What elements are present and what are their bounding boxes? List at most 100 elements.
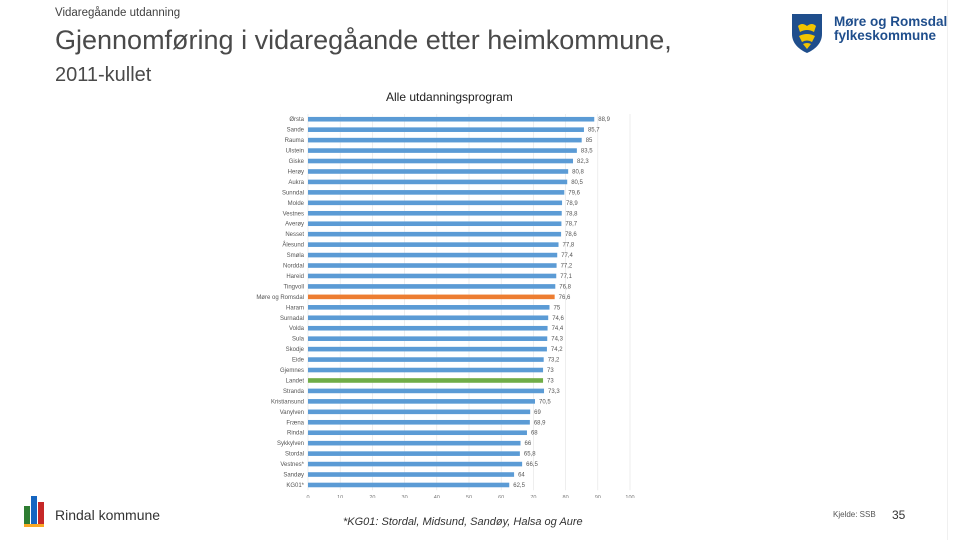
data-label: 73: [547, 368, 554, 374]
bar: [308, 231, 562, 237]
category-label: Vestnes: [283, 211, 304, 217]
data-label: 85,7: [588, 128, 600, 134]
category-label: Sande: [287, 128, 305, 134]
data-label: 76,8: [559, 284, 571, 290]
data-label: 75: [554, 305, 561, 311]
category-label: Sula: [292, 337, 305, 343]
category-label: Vanylven: [280, 410, 304, 416]
bar: [308, 409, 531, 415]
category-label: Rauma: [285, 138, 305, 144]
category-label: Aukra: [288, 180, 304, 186]
category-label: Gjemnes: [280, 368, 304, 374]
category-label: Sykkylven: [277, 441, 304, 447]
data-label: 78,9: [566, 201, 578, 207]
bar: [308, 284, 556, 289]
category-label: Møre og Romsdal: [256, 295, 304, 301]
x-tick-label: 0: [306, 495, 309, 498]
data-label: 79,6: [568, 190, 580, 196]
county-shield-icon: [792, 14, 822, 53]
bar: [308, 367, 544, 373]
data-label: 66,5: [526, 462, 538, 468]
footnote: *KG01: Stordal, Midsund, Sandøy, Halsa o…: [343, 516, 583, 528]
category-label: Sandøy: [283, 473, 304, 479]
data-label: 82,3: [577, 159, 589, 165]
data-label: 70,5: [539, 399, 551, 405]
bar: [308, 242, 559, 247]
category-label: Ulstein: [286, 149, 304, 155]
municipality-name: Rindal kommune: [55, 507, 161, 523]
x-tick-label: 100: [625, 495, 634, 498]
data-label: 69: [534, 410, 541, 416]
page-number: 35: [892, 508, 906, 522]
data-label: 74,3: [551, 337, 563, 343]
category-label: Landet: [286, 378, 305, 384]
x-tick-label: 40: [434, 495, 440, 498]
data-label: 74,2: [551, 347, 563, 353]
data-label: 80,5: [571, 180, 583, 186]
category-label: Giske: [289, 159, 305, 165]
data-label: 78,8: [566, 211, 578, 217]
bar: [308, 315, 549, 321]
category-label: Eide: [292, 358, 305, 364]
data-label: 76,6: [559, 295, 571, 301]
county-name-line2: fylkeskommune: [834, 28, 937, 43]
bar: [308, 294, 555, 300]
bar: [308, 158, 574, 164]
bar: [308, 252, 558, 258]
category-label: Stranda: [283, 389, 305, 395]
category-label: Ålesund: [282, 242, 304, 249]
bar: [308, 357, 544, 362]
bar: [308, 440, 521, 446]
bar: [308, 148, 577, 153]
section-label: Vidaregåande utdanning: [55, 7, 181, 19]
bar: [308, 346, 547, 352]
category-label: Nesset: [285, 232, 304, 238]
category-label: KG01*: [286, 483, 304, 489]
data-label: 77,4: [561, 253, 573, 259]
bar: [308, 127, 584, 132]
data-label: 62,5: [513, 483, 525, 489]
bar: [308, 179, 568, 185]
data-label: 74,6: [552, 316, 564, 322]
x-tick-label: 30: [402, 495, 408, 498]
x-tick-label: 60: [498, 495, 504, 498]
bar: [308, 137, 582, 143]
x-tick-label: 50: [466, 495, 472, 498]
x-tick-label: 20: [369, 495, 375, 498]
category-label: Sunndal: [282, 190, 304, 196]
x-tick-label: 80: [563, 495, 569, 498]
bar: [308, 325, 548, 331]
bar: [308, 419, 530, 425]
bar-chart: 0102030405060708090100Gjennomført, fagbr…: [256, 114, 635, 498]
category-label: Kristiansund: [271, 399, 304, 405]
category-label: Vestnes*: [280, 462, 304, 468]
county-name-line1: Møre og Romsdal: [834, 14, 948, 29]
category-label: Herøy: [288, 169, 304, 175]
category-label: Surnadal: [280, 316, 304, 322]
bar: [308, 116, 595, 122]
data-label: 78,7: [565, 222, 577, 228]
bar: [308, 273, 557, 279]
bar: [308, 210, 562, 216]
source-label: Kjelde: SSB: [833, 510, 876, 519]
data-label: 88,9: [598, 117, 610, 123]
bar: [308, 461, 523, 467]
page-title: Gjennomføring i vidaregåande etter heimk…: [55, 25, 672, 55]
category-label: Skodje: [286, 347, 305, 353]
data-label: 65,8: [524, 452, 536, 458]
bar: [308, 263, 557, 268]
data-label: 74,4: [552, 326, 564, 332]
slide-edge: [947, 0, 948, 540]
bar: [308, 378, 544, 383]
bar: [308, 200, 563, 206]
category-label: Tingvoll: [284, 284, 304, 290]
data-label: 64: [518, 473, 525, 479]
category-label: Fræna: [286, 420, 304, 426]
data-label: 66: [525, 441, 532, 447]
data-label: 73: [547, 378, 554, 384]
county-name: Møre og Romsdal fylkeskommune: [834, 15, 947, 43]
data-label: 73,2: [548, 358, 560, 364]
category-label: Norddal: [283, 264, 304, 270]
bar: [308, 336, 548, 341]
data-label: 68,9: [534, 420, 546, 426]
